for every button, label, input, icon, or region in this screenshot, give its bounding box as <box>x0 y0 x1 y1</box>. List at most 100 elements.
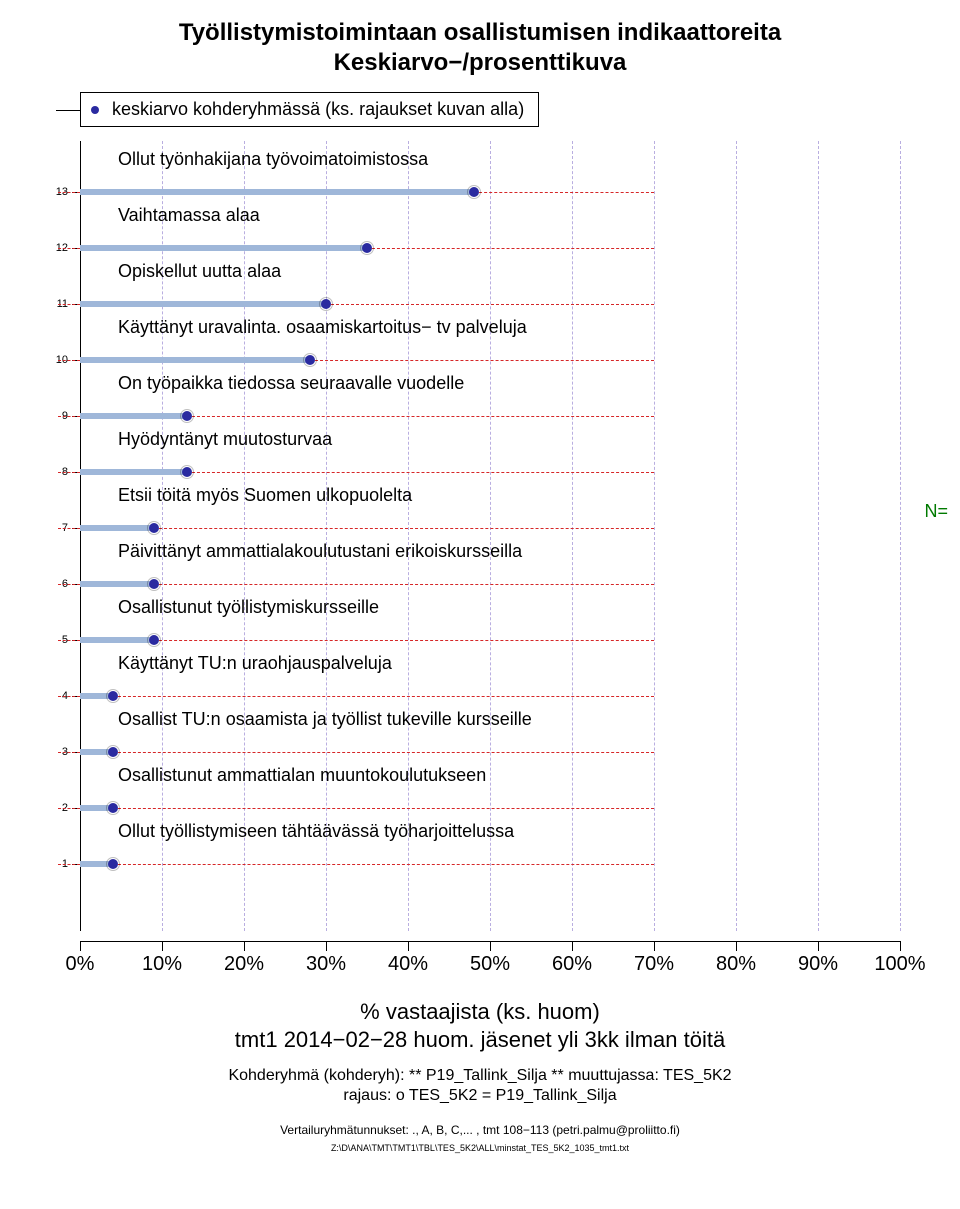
red-dash-left <box>58 472 80 473</box>
bar <box>80 469 187 475</box>
chart-row: Käyttänyt uravalinta. osaamiskartoitus− … <box>80 319 950 375</box>
row-baseline <box>80 245 900 251</box>
x-tick-label: 10% <box>142 953 182 976</box>
x-axis: 0%10%20%30%40%50%60%70%80%90%100% <box>80 941 900 981</box>
red-dash-left <box>58 192 80 193</box>
x-tick-label: 50% <box>470 953 510 976</box>
chart-row: Osallistunut ammattialan muuntokoulutuks… <box>80 767 950 823</box>
chart-row: On työpaikka tiedossa seuraavalle vuodel… <box>80 375 950 431</box>
x-tick-label: 0% <box>66 953 95 976</box>
marker-icon <box>321 299 331 309</box>
row-label: Osallistunut työllistymiskursseille <box>118 597 379 618</box>
red-dash-extension <box>113 808 654 809</box>
subgroup-line1: Kohderyhmä (kohderyh): ** P19_Tallink_Si… <box>20 1067 940 1085</box>
bar <box>80 189 474 195</box>
footer-line2: Z:\D\ANA\TMT\TMT1\TBL\TES_5K2\ALL\minsta… <box>20 1143 940 1153</box>
title-line2: Keskiarvo−/prosenttikuva <box>334 49 627 76</box>
subgroup-line2: rajaus: o TES_5K2 = P19_Tallink_Silja <box>20 1087 940 1105</box>
row-baseline <box>80 749 900 755</box>
x-tick-label: 60% <box>552 953 592 976</box>
chart-row: Hyödyntänyt muutosturvaa23 <box>80 431 950 487</box>
x-tick-label: 30% <box>306 953 346 976</box>
bar <box>80 301 326 307</box>
red-dash-extension <box>367 248 654 249</box>
red-dash-left <box>58 584 80 585</box>
marker-icon <box>108 747 118 757</box>
row-baseline <box>80 525 900 531</box>
x-tick <box>80 941 81 951</box>
marker-icon <box>108 691 118 701</box>
row-label: Vaihtamassa alaa <box>118 205 260 226</box>
x-tick <box>736 941 737 951</box>
row-label: Käyttänyt uravalinta. osaamiskartoitus− … <box>118 317 527 338</box>
red-dash-left <box>58 360 80 361</box>
marker-icon <box>149 635 159 645</box>
row-label: Hyödyntänyt muutosturvaa <box>118 429 332 450</box>
x-caption-line1: % vastaajista (ks. huom) <box>20 999 940 1025</box>
bar <box>80 413 187 419</box>
x-tick-label: 100% <box>874 953 925 976</box>
red-dash-left <box>58 808 80 809</box>
bar <box>80 357 310 363</box>
legend-marker-icon <box>91 106 99 114</box>
red-dash-left <box>58 304 80 305</box>
plot-area: 13Ollut työnhakijana työvoimatoimistossa… <box>80 141 900 931</box>
x-tick-label: 40% <box>388 953 428 976</box>
chart-row: Ollut työllistymiseen tähtäävässä työhar… <box>80 823 950 879</box>
red-dash-extension <box>474 192 654 193</box>
row-baseline <box>80 189 900 195</box>
x-tick <box>244 941 245 951</box>
row-baseline <box>80 805 900 811</box>
chart-row: Päivittänyt ammattialakoulutustani eriko… <box>80 543 950 599</box>
x-tick <box>408 941 409 951</box>
x-tick-label: 80% <box>716 953 756 976</box>
red-dash-extension <box>154 584 654 585</box>
x-tick <box>818 941 819 951</box>
n-eq-label: N= <box>924 501 948 522</box>
marker-icon <box>182 411 192 421</box>
row-label: Etsii töitä myös Suomen ulkopuolelta <box>118 485 412 506</box>
row-baseline <box>80 413 900 419</box>
chart-row: Etsii töitä myös Suomen ulkopuolelta23 <box>80 487 950 543</box>
row-label: Opiskellut uutta alaa <box>118 261 281 282</box>
bar <box>80 581 154 587</box>
row-label: Osallist TU:n osaamista ja työllist tuke… <box>118 709 532 730</box>
title-line1: Työllistymistoimintaan osallistumisen in… <box>179 19 781 46</box>
marker-icon <box>149 579 159 589</box>
red-dash-left <box>58 696 80 697</box>
red-dash-extension <box>154 528 654 529</box>
row-label: Osallistunut ammattialan muuntokoulutuks… <box>118 765 486 786</box>
red-dash-extension <box>187 416 654 417</box>
red-dash-extension <box>154 640 654 641</box>
row-baseline <box>80 301 900 307</box>
x-tick <box>162 941 163 951</box>
x-tick <box>572 941 573 951</box>
row-label: Ollut työllistymiseen tähtäävässä työhar… <box>118 821 514 842</box>
row-label: Ollut työnhakijana työvoimatoimistossa <box>118 149 428 170</box>
marker-icon <box>305 355 315 365</box>
red-dash-extension <box>187 472 654 473</box>
footer-line1: Vertailuryhmätunnukset: ., A, B, C,... ,… <box>20 1123 940 1137</box>
x-caption-line2: tmt1 2014−02−28 huom. jäsenet yli 3kk il… <box>20 1027 940 1053</box>
legend-connector <box>56 110 80 111</box>
chart-row: Osallistunut työllistymiskursseille23 <box>80 599 950 655</box>
chart-row: Opiskellut uutta alaa23 <box>80 263 950 319</box>
red-dash-left <box>58 248 80 249</box>
chart-row: Vaihtamassa alaa23 <box>80 207 950 263</box>
chart-title: Työllistymistoimintaan osallistumisen in… <box>20 18 940 78</box>
bar <box>80 637 154 643</box>
bar <box>80 245 367 251</box>
legend: keskiarvo kohderyhmässä (ks. rajaukset k… <box>80 92 539 127</box>
red-dash-left <box>58 528 80 529</box>
red-dash-left <box>58 416 80 417</box>
marker-icon <box>469 187 479 197</box>
marker-icon <box>108 803 118 813</box>
x-tick <box>654 941 655 951</box>
x-tick-label: 20% <box>224 953 264 976</box>
row-label: Käyttänyt TU:n uraohjauspalveluja <box>118 653 392 674</box>
red-dash-extension <box>113 752 654 753</box>
chart-row: Ollut työnhakijana työvoimatoimistossa23 <box>80 151 950 207</box>
red-dash-left <box>58 752 80 753</box>
row-baseline <box>80 469 900 475</box>
x-tick <box>900 941 901 951</box>
